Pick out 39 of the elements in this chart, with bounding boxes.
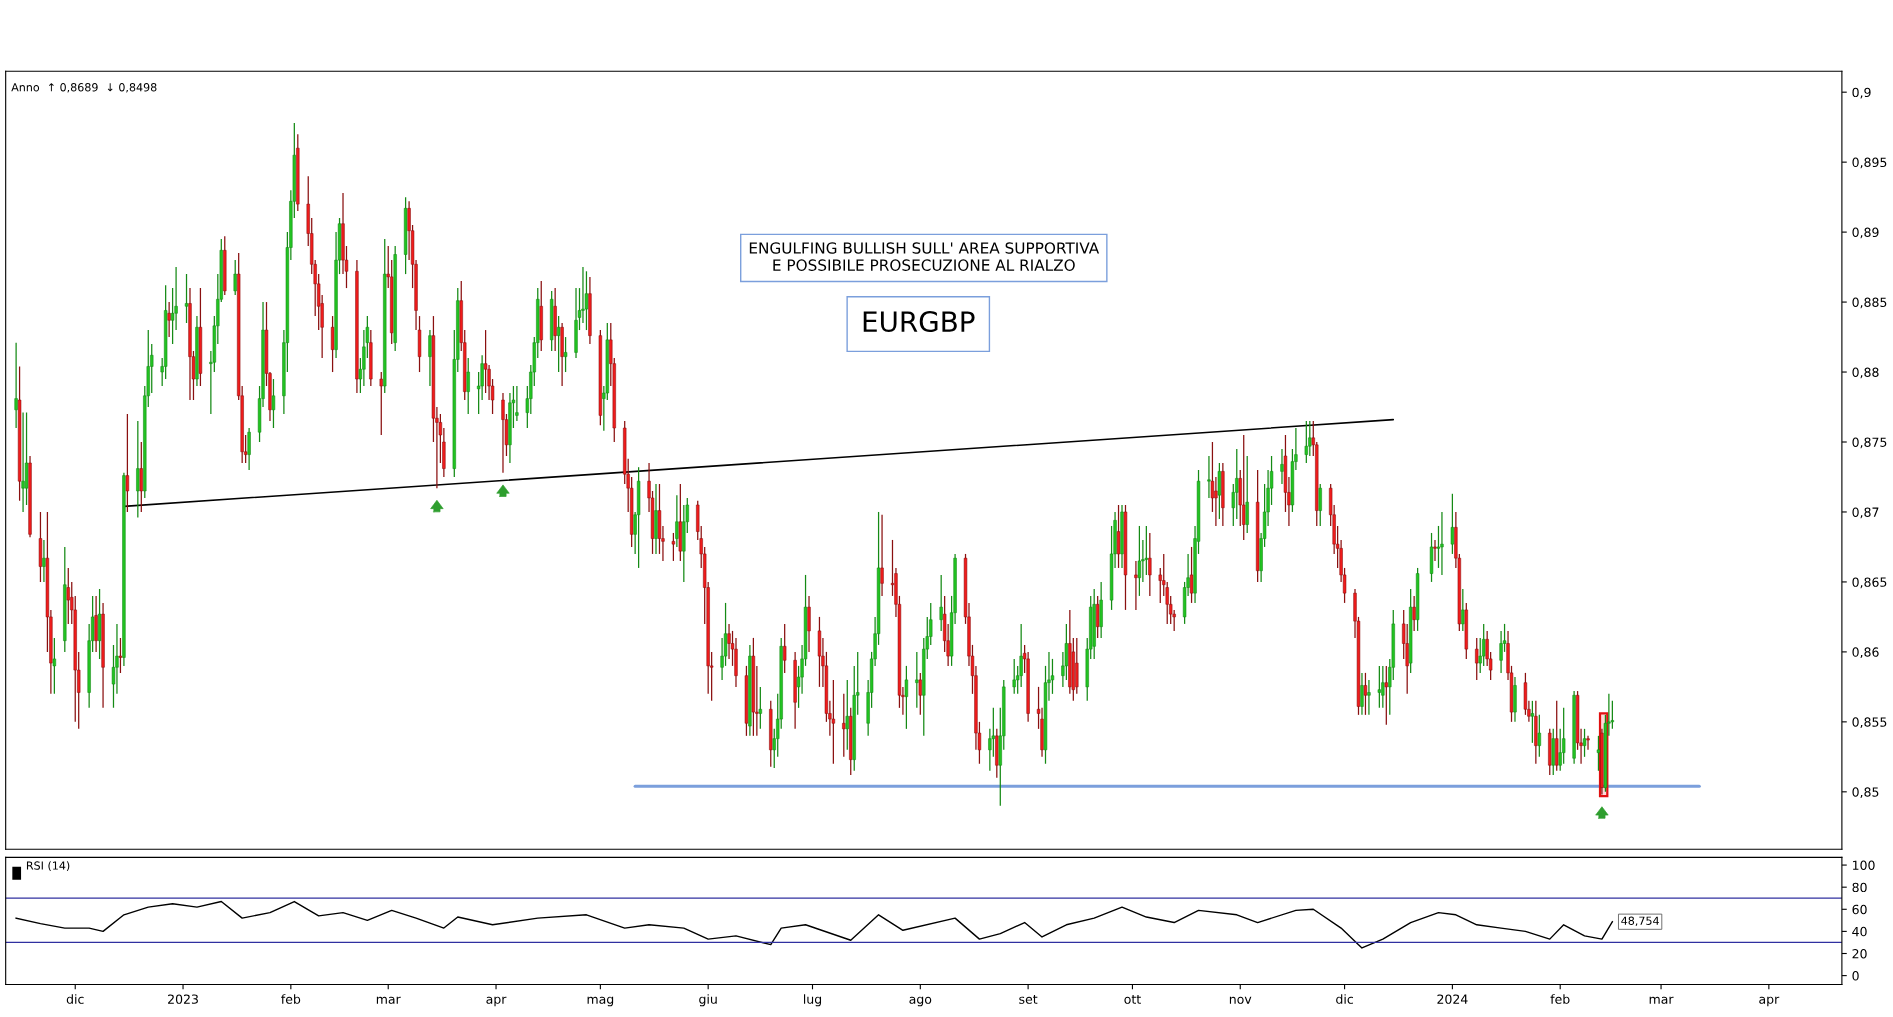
x-tick-label: dic bbox=[66, 994, 84, 1004]
y-tick-label: 20 bbox=[1852, 948, 1867, 959]
y-tick-label: 0,89 bbox=[1852, 227, 1879, 239]
y-tick-label: 100 bbox=[1852, 860, 1875, 870]
annotation: 48,754 bbox=[1621, 916, 1659, 927]
y-tick-label: 0,87 bbox=[1852, 507, 1879, 519]
x-tick-label: apr bbox=[1759, 996, 1780, 1007]
x-tick-label: dic bbox=[1336, 994, 1353, 1004]
annotation: EURGBP bbox=[863, 311, 975, 333]
y-tick-label: 0,885 bbox=[1852, 297, 1887, 309]
y-tick-label: 0,875 bbox=[1852, 437, 1887, 449]
x-tick-label: set bbox=[1019, 994, 1038, 1004]
x-tick-label: mar bbox=[1649, 996, 1674, 1004]
x-tick-label: 2024 bbox=[1437, 994, 1468, 1004]
y-tick-label: 0,865 bbox=[1852, 577, 1887, 589]
x-tick-label: nov bbox=[1229, 996, 1252, 1004]
y-tick-label: 0,85 bbox=[1852, 787, 1879, 799]
annotation: ENGULFING BULLISH SULL' AREA SUPPORTIVA E POSSIBILE PROSECUZIONE AL RIALZO bbox=[749, 242, 1100, 271]
x-tick-label: 2023 bbox=[168, 994, 198, 1004]
y-tick-label: 0,9 bbox=[1852, 87, 1871, 99]
y-tick-label: 0,88 bbox=[1852, 367, 1879, 379]
x-tick-label: feb bbox=[281, 994, 301, 1004]
x-tick-label: feb bbox=[1550, 994, 1570, 1004]
x-tick-label: ago bbox=[909, 996, 932, 1007]
y-tick-label: 80 bbox=[1852, 882, 1867, 893]
y-tick-label: 60 bbox=[1852, 904, 1867, 915]
x-tick-label: lug bbox=[804, 994, 822, 1007]
y-tick-label: 40 bbox=[1852, 926, 1867, 937]
x-tick-label: apr bbox=[486, 996, 507, 1007]
annotation: Anno ↑ 0,8689 ↓ 0,8498 bbox=[11, 83, 157, 93]
x-tick-label: giu bbox=[699, 994, 717, 1007]
x-tick-label: mar bbox=[376, 996, 401, 1004]
x-tick-label: ott bbox=[1124, 994, 1141, 1004]
chart-title: RSI (14) bbox=[26, 861, 70, 872]
y-tick-label: 0,895 bbox=[1852, 157, 1887, 169]
y-tick-label: 0 bbox=[1852, 971, 1859, 981]
y-tick-label: 0,86 bbox=[1852, 647, 1879, 659]
y-tick-label: 0,855 bbox=[1852, 717, 1887, 729]
x-tick-label: mag bbox=[587, 996, 614, 1007]
